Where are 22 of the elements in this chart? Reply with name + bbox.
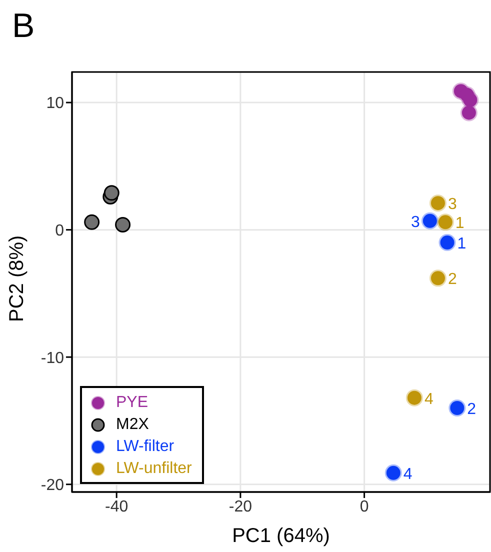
y-tick-label: -20 [40,477,64,494]
legend-label: PYE [116,394,148,412]
annotation: 4 [403,466,412,483]
y-tick-label: 0 [55,222,64,240]
x-tick-label: -20 [228,498,252,516]
x-axis-title: PC1 (64%) [232,525,330,547]
annotation: 3 [448,196,457,214]
legend-label: M2X [116,416,149,434]
annotation: 2 [467,401,476,418]
y-tick-label: 10 [46,95,64,112]
annotation: 4 [424,390,434,408]
annotation: 2 [448,271,457,288]
y-axis-title: PC2 (8%) [6,235,28,322]
annotation: 3 [411,214,420,231]
chart-title: B [12,6,35,46]
legend-label: LW-unfilter [116,460,192,478]
x-tick-label: -40 [105,498,128,516]
annotation: 1 [455,215,464,232]
annotation: 1 [457,236,466,253]
y-tick-label: -10 [40,350,64,367]
legend-label: LW-filter [116,438,174,456]
x-tick-label: 0 [360,498,369,516]
